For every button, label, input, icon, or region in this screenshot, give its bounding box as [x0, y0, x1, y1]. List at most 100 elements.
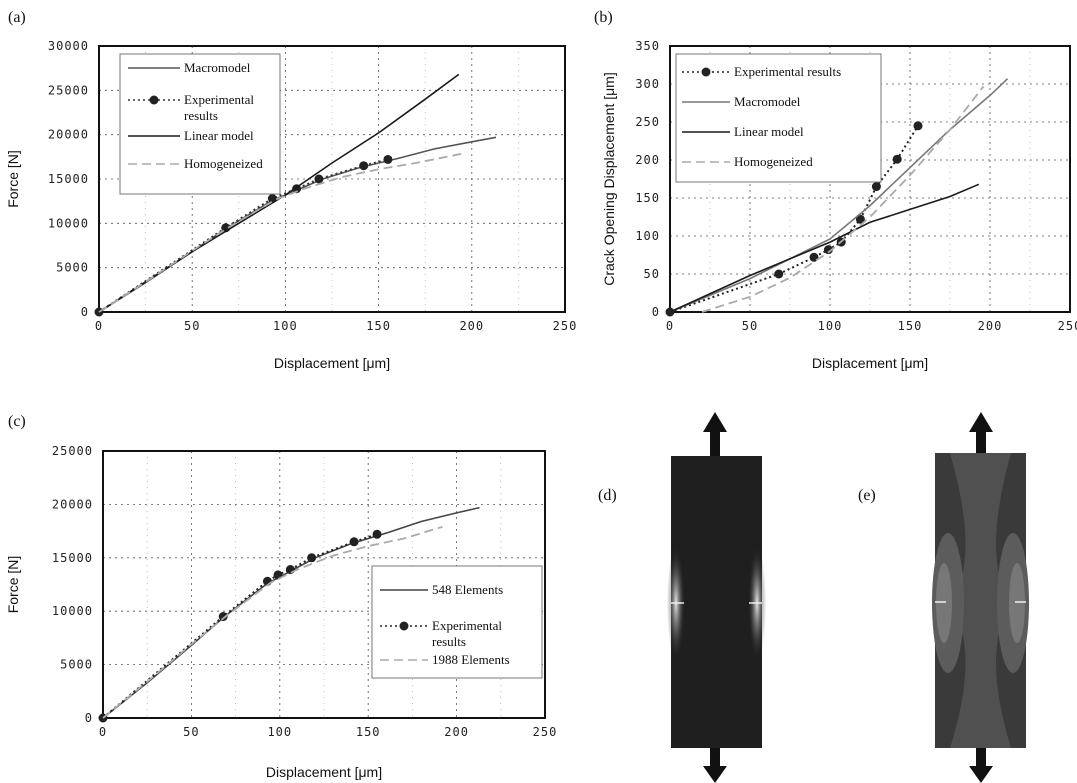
x-tick-label: 0 [95, 319, 103, 333]
data-point [307, 553, 317, 563]
series-line [98, 73, 460, 313]
legend-label: Experimental [184, 92, 254, 107]
arrow-down-icon [969, 748, 993, 783]
arrow-up-icon [969, 412, 993, 456]
contour-plot-d: (d) [598, 412, 766, 783]
x-axis-title: Displacement [μm] [266, 764, 382, 780]
data-point [314, 174, 324, 184]
data-point [774, 269, 784, 279]
series-line [102, 533, 378, 719]
charts-layer: (a)0 50 100 150 200 2500500010000150002000025… [5, 9, 1077, 780]
data-point [383, 154, 393, 164]
x-tick-label: 150 [356, 725, 381, 739]
legend-label: results [432, 634, 466, 649]
y-tick-label: 10000 [52, 604, 93, 618]
series-line [669, 183, 980, 313]
x-axis-title: Displacement [μm] [812, 355, 928, 371]
y-tick-label: 200 [635, 153, 660, 167]
data-point [892, 154, 902, 164]
arrow-up-icon [703, 412, 727, 456]
legend-label: Homogeneized [734, 154, 813, 169]
x-tick-label: 100 [273, 319, 298, 333]
panel-label-e: (e) [858, 487, 876, 504]
series-linear-model [98, 73, 460, 313]
series-line [98, 152, 465, 313]
plot-frame [102, 450, 546, 719]
series-homogeneized [701, 85, 985, 313]
chart-b: (b) 0 50 100 150 200 250 0 50 100 150 200 250 300 350 D… [594, 9, 1077, 371]
series-1988-elements [102, 525, 443, 719]
x-tick-label: 200 [459, 319, 484, 333]
y-tick-label: 0 [652, 305, 660, 319]
y-axis-title: Force [N] [5, 556, 21, 614]
plot-frame [669, 45, 1071, 313]
series-macromodel [669, 78, 1009, 313]
chart-c: (c) 0 50 100 150 200 250 0 5000 10000 15000 20000 25… [5, 413, 558, 780]
legend-label: 1988 Elements [432, 652, 510, 667]
series-line [102, 525, 443, 719]
legend-marker [701, 67, 711, 77]
legend-box [119, 53, 281, 195]
legend-label: Linear model [184, 128, 254, 143]
legend-marker [399, 621, 409, 631]
y-axis-title: Force [N] [5, 150, 21, 208]
x-tick-label: 0 [666, 319, 674, 333]
specimen-d [671, 456, 762, 748]
contour-plot-e: (e) [858, 412, 1029, 783]
legend-label: results [184, 108, 218, 123]
data-point [855, 214, 865, 224]
y-tick-label: 50 [644, 267, 660, 281]
panel-label: (b) [594, 9, 613, 26]
y-tick-label: 10000 [48, 216, 89, 230]
legend-label: Experimental [432, 618, 502, 633]
data-point [359, 161, 369, 171]
x-tick-label: 100 [818, 319, 843, 333]
plot-frame [98, 45, 566, 313]
data-point [218, 612, 228, 622]
y-tick-label: 250 [635, 115, 660, 129]
x-tick-label: 50 [183, 725, 199, 739]
y-tick-label: 100 [635, 229, 660, 243]
data-point [913, 121, 923, 131]
x-tick-label: 200 [444, 725, 469, 739]
data-point [285, 565, 295, 575]
y-tick-label: 20000 [48, 128, 89, 142]
y-tick-label: 25000 [52, 444, 93, 458]
x-tick-label: 50 [184, 319, 200, 333]
x-tick-label: 150 [366, 319, 391, 333]
x-tick-label: 0 [99, 725, 107, 739]
y-tick-label: 150 [635, 191, 660, 205]
panel-label: (c) [8, 413, 26, 430]
legend-label: Experimental results [734, 64, 841, 79]
y-tick-label: 300 [635, 77, 660, 91]
legend-box [675, 53, 882, 183]
x-tick-label: 150 [898, 319, 923, 333]
y-tick-label: 20000 [52, 497, 93, 511]
x-axis-title: Displacement [μm] [274, 355, 390, 371]
series-linear-model [669, 183, 980, 313]
x-tick-label: 250 [533, 725, 558, 739]
legend: Experimental results Macromodel Linear mod… [675, 53, 882, 183]
y-tick-label: 0 [81, 305, 89, 319]
series-line [669, 78, 1009, 313]
x-tick-label: 200 [978, 319, 1003, 333]
y-tick-label: 350 [635, 39, 660, 53]
y-tick-label: 25000 [48, 83, 89, 97]
y-tick-label: 5000 [56, 261, 89, 275]
arrow-down-icon [703, 748, 727, 783]
panel-label: (a) [8, 9, 26, 26]
panel-label-d: (d) [598, 487, 617, 504]
y-axis-title: Crack Opening Displacement [μm] [601, 72, 617, 285]
y-tick-label: 30000 [48, 39, 89, 53]
series-experimental-results [98, 529, 382, 723]
series-homogeneized [98, 152, 465, 313]
legend-label: Homogeneized [184, 156, 263, 171]
x-tick-label: 50 [742, 319, 758, 333]
x-tick-label: 100 [267, 725, 292, 739]
y-tick-label: 15000 [48, 172, 89, 186]
data-point [871, 182, 881, 192]
legend-label: Linear model [734, 124, 804, 139]
data-point [823, 245, 833, 255]
